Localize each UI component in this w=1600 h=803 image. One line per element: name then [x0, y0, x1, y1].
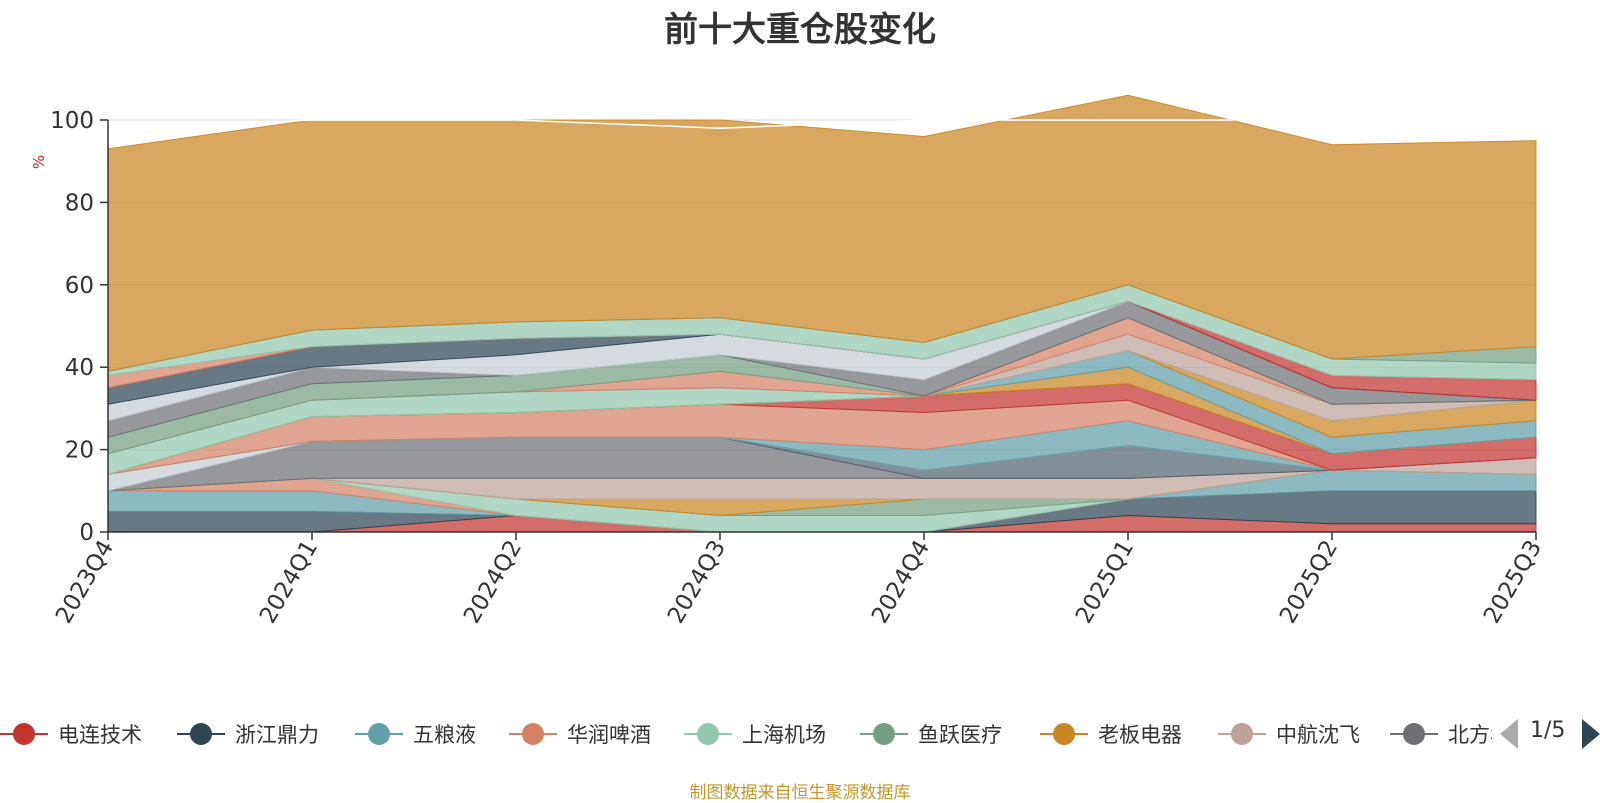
y-tick-label: 80 [65, 190, 94, 216]
y-tick-label: 100 [50, 108, 94, 134]
legend-label: 上海机场 [742, 723, 826, 747]
legend-label: 北方华创 [1448, 723, 1492, 747]
legend-marker-icon [1218, 712, 1266, 756]
legend-item[interactable]: 老板电器 [1040, 712, 1182, 756]
legend-label: 老板电器 [1098, 723, 1182, 747]
legend-next-page-icon[interactable] [1582, 719, 1600, 749]
x-tick-label: 2025Q1 [1071, 536, 1139, 628]
y-tick-label: 60 [65, 273, 94, 299]
legend-label: 五粮液 [413, 723, 476, 747]
legend-marker-icon [177, 712, 225, 756]
x-tick-label: 2023Q4 [51, 536, 119, 628]
legend-label: 鱼跃医疗 [918, 723, 1002, 747]
x-tick-label: 2025Q2 [1275, 536, 1343, 628]
legend-item[interactable]: 华润啤酒 [509, 712, 651, 756]
y-tick-label: 20 [65, 438, 94, 464]
legend-page-count: 1/5 [1530, 718, 1566, 743]
x-tick-label: 2024Q2 [459, 536, 527, 628]
x-tick-label: 2024Q1 [255, 536, 323, 628]
legend-item[interactable]: 五粮液 [355, 712, 476, 756]
legend-label: 华润啤酒 [567, 723, 651, 747]
x-tick-label: 2024Q4 [867, 536, 935, 628]
legend-item[interactable]: 上海机场 [684, 712, 826, 756]
legend-marker-icon [1040, 712, 1088, 756]
legend-marker-icon [509, 712, 557, 756]
legend-marker-icon [684, 712, 732, 756]
legend: 电连技术 浙江鼎力 五粮液 华润啤酒 上海机场 鱼跃医疗 老板电器 中航沈飞 北方华创 [0, 712, 1492, 756]
legend-label: 浙江鼎力 [235, 723, 319, 747]
x-tick-label: 2025Q3 [1479, 536, 1547, 628]
legend-item[interactable]: 浙江鼎力 [177, 712, 319, 756]
legend-marker-icon [1390, 712, 1438, 756]
footer-source-note: 制图数据来自恒生聚源数据库 [689, 783, 911, 803]
legend-item[interactable]: 中航沈飞 [1218, 712, 1360, 756]
legend-prev-page-icon[interactable] [1500, 719, 1518, 749]
legend-item[interactable]: 电连技术 [0, 712, 142, 756]
legend-label: 中航沈飞 [1276, 723, 1360, 747]
area-其他[interactable] [107, 94, 1537, 372]
legend-marker-icon [860, 712, 908, 756]
y-tick-label: 40 [65, 355, 94, 381]
legend-item[interactable]: 鱼跃医疗 [860, 712, 1002, 756]
legend-label: 电连技术 [58, 723, 142, 747]
legend-marker-icon [355, 712, 403, 756]
legend-item[interactable]: 北方华创 [1390, 712, 1492, 756]
total-outline [107, 119, 1536, 129]
legend-pager: 1/5 [1496, 714, 1600, 754]
y-tick-label: 0 [79, 520, 94, 546]
legend-marker-icon [0, 712, 48, 756]
area-series-layer [107, 94, 1537, 533]
chart-title: 前十大重仓股变化 [664, 10, 936, 50]
y-axis-label: % [30, 155, 48, 169]
x-tick-label: 2024Q3 [663, 536, 731, 628]
